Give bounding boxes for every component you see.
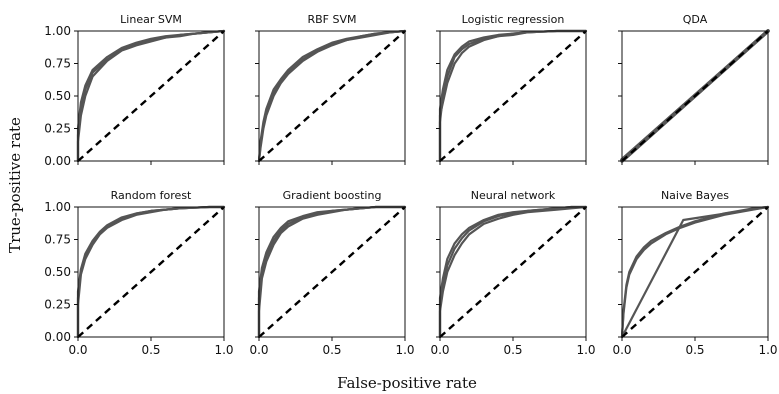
- chance-diagonal-neural-network: [439, 206, 587, 338]
- x-tick-label: 0.0: [612, 343, 631, 357]
- chance-diagonal-naive-bayes: [621, 206, 769, 338]
- panel-random-forest: Random forest 0.00 0.25 0.50 0.75 1.00 0.0 0.5 1…: [44, 189, 233, 357]
- roc-panels: Linear SVM 0.00 0.25 0.50 0.75 1.00 RBF SVM Log…: [44, 13, 777, 357]
- y-tick-label: 0.25: [44, 298, 71, 312]
- roc-curve-neural-network-2: [438, 205, 588, 339]
- x-tick-label: 1.0: [758, 343, 777, 357]
- roc-curve-logistic-regression-3: [438, 29, 588, 163]
- y-tick-label: 0.75: [44, 233, 71, 247]
- x-axis-title: False-positive rate: [337, 374, 477, 392]
- x-tick-label: 0.5: [141, 343, 160, 357]
- y-tick-label: 0.50: [44, 265, 71, 279]
- x-tick-label: 0.0: [430, 343, 449, 357]
- y-axis-title: True-positive rate: [6, 117, 24, 253]
- chance-diagonal-qda: [621, 30, 769, 162]
- chance-diagonal-rbf-svm: [258, 30, 406, 162]
- panel-title-gradient-boosting: Gradient boosting: [283, 189, 382, 202]
- panel-logistic-regression: Logistic regression: [436, 13, 588, 165]
- panel-gradient-boosting: Gradient boosting 0.0 0.5 1.0: [249, 189, 414, 357]
- roc-curve-naive-bayes-3: [620, 205, 770, 339]
- y-tick-label: 0.00: [44, 154, 71, 168]
- roc-curve-rbf-svm-3: [257, 29, 407, 163]
- y-tick-label: 0.25: [44, 122, 71, 136]
- panel-title-neural-network: Neural network: [471, 189, 556, 202]
- panel-neural-network: Neural network 0.0 0.5 1.0: [430, 189, 595, 357]
- x-tick-label: 0.0: [68, 343, 87, 357]
- panel-title-qda: QDA: [683, 13, 708, 26]
- y-tick-label: 1.00: [44, 200, 71, 214]
- panel-title-naive-bayes: Naive Bayes: [661, 189, 729, 202]
- y-tick-label: 0.00: [44, 330, 71, 344]
- x-tick-label: 1.0: [576, 343, 595, 357]
- x-tick-label: 0.5: [685, 343, 704, 357]
- x-tick-label: 0.5: [322, 343, 341, 357]
- y-tick-label: 0.75: [44, 57, 71, 71]
- panel-title-linear-svm: Linear SVM: [120, 13, 182, 26]
- panel-naive-bayes: Naive Bayes 0.0 0.5 1.0: [612, 189, 777, 357]
- chance-diagonal-random-forest: [77, 206, 225, 338]
- panel-qda: QDA: [618, 13, 770, 165]
- panel-title-logistic-regression: Logistic regression: [462, 13, 565, 26]
- y-tick-label: 0.50: [44, 89, 71, 103]
- panel-linear-svm: Linear SVM 0.00 0.25 0.50 0.75 1.00: [44, 13, 226, 168]
- y-tick-label: 1.00: [44, 24, 71, 38]
- panel-rbf-svm: RBF SVM: [255, 13, 407, 165]
- roc-curve-gradient-boosting-3: [257, 205, 407, 339]
- panel-title-rbf-svm: RBF SVM: [307, 13, 356, 26]
- chance-diagonal-gradient-boosting: [258, 206, 406, 338]
- x-tick-label: 0.5: [503, 343, 522, 357]
- roc-curve-linear-svm-3: [76, 29, 226, 163]
- roc-curve-random-forest-3: [76, 205, 226, 339]
- panel-title-random-forest: Random forest: [111, 189, 192, 202]
- chance-diagonal-linear-svm: [77, 30, 225, 162]
- x-tick-label: 1.0: [214, 343, 233, 357]
- x-tick-label: 0.0: [249, 343, 268, 357]
- x-tick-label: 1.0: [395, 343, 414, 357]
- chance-diagonal-logistic-regression: [439, 30, 587, 162]
- roc-curve-neural-network-3: [438, 205, 588, 339]
